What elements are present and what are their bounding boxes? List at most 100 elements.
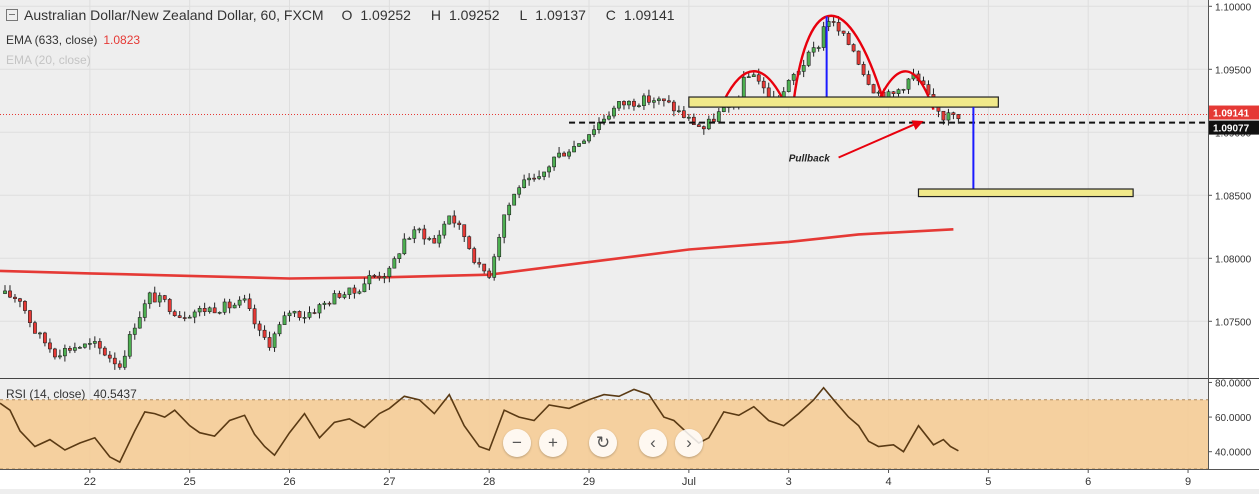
candle xyxy=(72,342,77,353)
ohlc-close: C 1.09141 xyxy=(605,7,675,23)
candle xyxy=(13,294,17,303)
candle xyxy=(372,273,377,278)
chevron-right-icon: › xyxy=(686,433,692,452)
candle-body-up xyxy=(397,253,402,259)
zoom-in-button[interactable]: + xyxy=(539,429,567,457)
candle xyxy=(467,235,472,250)
candle xyxy=(162,294,167,303)
scroll-right-button[interactable]: › xyxy=(675,429,703,457)
candle-body-up xyxy=(716,111,721,122)
candle xyxy=(831,17,836,27)
candle xyxy=(706,115,711,131)
candle-body-up xyxy=(542,171,546,177)
candle-body-up xyxy=(751,74,756,78)
candle xyxy=(906,78,911,94)
reset-chart-button[interactable]: ↻ xyxy=(589,429,617,457)
candle xyxy=(307,306,312,320)
indicator-ema-20[interactable]: EMA (20, close) xyxy=(6,53,91,67)
candle-body-up xyxy=(217,311,222,314)
candle xyxy=(352,284,357,299)
candle-body-down xyxy=(227,301,232,309)
candle xyxy=(192,309,197,324)
candle xyxy=(527,173,532,186)
candle xyxy=(167,297,172,315)
candle-body-up xyxy=(237,299,242,306)
head-arc xyxy=(792,14,885,102)
candle xyxy=(82,343,87,349)
candle xyxy=(212,302,217,314)
rsi-tick-label: 60.0000 xyxy=(1215,413,1252,424)
indicator-ema-633[interactable]: EMA (633, close) 1.0823 xyxy=(6,33,140,47)
candle xyxy=(696,122,701,127)
rsi-value: 40.5437 xyxy=(93,387,137,401)
candle-body-up xyxy=(147,292,152,305)
candle xyxy=(417,227,422,234)
left-shoulder-arc xyxy=(722,70,785,102)
price-badge-label: 1.09141 xyxy=(1213,109,1250,120)
candle xyxy=(552,156,556,171)
candle-body-up xyxy=(906,78,911,90)
candle xyxy=(242,294,247,303)
candle-body-down xyxy=(43,332,47,344)
candle xyxy=(587,134,591,144)
candle xyxy=(716,107,721,124)
candle-body-down xyxy=(846,33,851,45)
candle-body-down xyxy=(472,248,477,263)
candle-body-up xyxy=(382,276,387,279)
zoom-out-button[interactable]: − xyxy=(503,429,531,457)
candle xyxy=(237,296,242,308)
chart-header: Australian Dollar/New Zealand Dollar, 60… xyxy=(6,7,691,23)
candle xyxy=(157,292,162,307)
candle-body-down xyxy=(951,112,956,115)
candle-body-down xyxy=(117,363,122,368)
candle-body-up xyxy=(127,334,132,357)
candle xyxy=(67,345,72,354)
candle xyxy=(452,210,457,228)
candle-body-up xyxy=(3,290,7,294)
candle-body-down xyxy=(33,322,37,334)
candle xyxy=(562,151,566,157)
candle xyxy=(612,105,616,119)
candle-body-up xyxy=(392,258,397,269)
candle-body-up xyxy=(402,238,407,255)
candle-body-down xyxy=(831,21,836,23)
candle xyxy=(582,139,586,144)
candle xyxy=(866,70,871,86)
candle-body-up xyxy=(287,312,292,317)
candle-body-up xyxy=(38,332,42,335)
candle xyxy=(487,268,492,280)
candle xyxy=(327,301,332,307)
candle-body-down xyxy=(622,101,626,106)
price-axis-bg xyxy=(1208,0,1259,469)
collapse-icon[interactable] xyxy=(6,9,18,21)
candle xyxy=(517,185,522,199)
y-tick-label: 1.07500 xyxy=(1215,317,1252,328)
rsi-legend[interactable]: RSI (14, close) 40.5437 xyxy=(6,387,137,401)
candle-body-up xyxy=(492,256,497,278)
candle-body-down xyxy=(681,110,686,118)
candle xyxy=(482,263,487,274)
candle-body-down xyxy=(327,302,332,305)
candle-body-up xyxy=(347,287,352,295)
candle xyxy=(43,331,47,347)
scroll-left-button[interactable]: ‹ xyxy=(639,429,667,457)
candle xyxy=(627,100,631,110)
candle xyxy=(951,111,956,120)
candle-body-down xyxy=(711,118,716,122)
candle xyxy=(262,325,267,340)
indicator-label: EMA (20, close) xyxy=(6,53,91,67)
candle xyxy=(187,314,192,319)
candle xyxy=(786,79,791,93)
candle-body-down xyxy=(202,308,207,312)
candle-body-down xyxy=(267,337,272,348)
candle-body-up xyxy=(642,95,646,106)
candle-body-up xyxy=(612,107,616,117)
candle xyxy=(896,88,901,97)
candle xyxy=(337,290,342,299)
candle xyxy=(607,111,611,121)
x-tick-label: 28 xyxy=(483,476,495,488)
candle-body-up xyxy=(77,347,82,349)
candle-body-up xyxy=(357,291,362,294)
